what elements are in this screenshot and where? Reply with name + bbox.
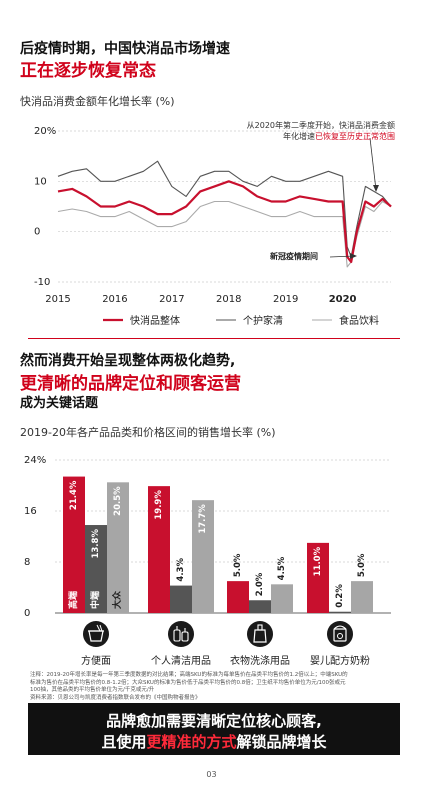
category-label: 婴儿配方奶粉 — [310, 654, 370, 667]
bar-value-label: 11.0% — [313, 546, 323, 576]
line-chart-series — [57, 160, 392, 268]
bar-tier-label: 中端 — [89, 591, 101, 609]
banner-line2: 且使用更精准的方式解锁品牌增长 — [28, 731, 400, 752]
line-series-快消品整体 — [57, 180, 392, 263]
bar-value-label: 5.0% — [357, 553, 367, 577]
section2-line1: 然而消费开始呈现整体两极化趋势, — [20, 353, 236, 369]
chart1-title: 快消品消费金额年化增长率 (%) — [20, 95, 175, 108]
legend-label: 快消品整体 — [130, 314, 180, 327]
line-chart-x-tick: 2019 — [273, 294, 298, 305]
bar-tier-label: 大众 — [111, 590, 123, 609]
page-number: 03 — [206, 770, 217, 779]
line-chart-x-tick: 2015 — [45, 294, 70, 305]
line-chart: 20% 10 0 -10 2015 2016 2017 2018 2019 2020 快消品整体… — [34, 126, 392, 327]
bar-衣物洗涤用品-中端 — [249, 600, 271, 613]
annotation-arrowhead-low — [350, 253, 357, 259]
annotation-top-line1: 从2020年第二季度开始，快消品消费金额 — [246, 121, 395, 130]
bar-chart-y-tick: 24% — [24, 455, 46, 466]
footnote: 注释：2019-20年增长率是每一年第三季度数据的对比结果；高端SKU的标准为每… — [30, 672, 402, 702]
banner-line1: 品牌愈加需要清晰定位核心顾客, — [106, 712, 322, 730]
personal-care-bottles-icon — [168, 621, 194, 647]
annotation-arrow-top — [369, 137, 377, 191]
conclusion-banner: 品牌愈加需要清晰定位核心顾客, 且使用更精准的方式解锁品牌增长 — [28, 703, 400, 755]
line-chart-x-tick: 2017 — [159, 294, 184, 305]
section2-line2: 更清晰的品牌定位和顾客运营 — [20, 374, 241, 394]
bar-方便面-大众 — [107, 482, 129, 613]
bar-chart-y-ticks: 24% 16 8 0 — [24, 455, 46, 619]
line-chart-y-tick: -10 — [34, 277, 50, 288]
line-chart-y-tick: 0 — [34, 227, 40, 238]
bar-chart-icons — [83, 621, 353, 647]
legend-label: 食品饮料 — [339, 314, 379, 327]
bar-chart-y-tick: 16 — [24, 506, 37, 517]
line-chart-x-tick: 2016 — [102, 294, 127, 305]
line-chart-x-tick: 2018 — [216, 294, 241, 305]
legend-label: 个护家清 — [243, 314, 283, 327]
bar-value-label: 13.8% — [91, 529, 101, 559]
line-chart-x-ticks: 2015 2016 2017 2018 2019 2020 — [45, 294, 356, 305]
bar-个人清洁用品-高端 — [148, 486, 170, 613]
banner-line2-a: 且使用 — [101, 733, 147, 751]
bar-婴儿配方奶粉-高端 — [307, 542, 329, 613]
headline-line2: 正在逐步恢复常态 — [20, 61, 156, 81]
bar-value-label: 4.3% — [176, 558, 186, 582]
bar-个人清洁用品-大众 — [192, 500, 214, 613]
banner-line2-highlight: 更精准的方式 — [146, 733, 237, 751]
bar-chart-category-labels: 方便面 个人清洁用品 衣物洗涤用品 婴儿配方奶粉 — [81, 654, 370, 667]
category-label: 衣物洗涤用品 — [230, 654, 290, 667]
bar-chart-y-tick: 0 — [24, 608, 30, 619]
detergent-bottle-icon — [247, 621, 273, 647]
bar-chart: 24% 16 8 0 21.4% 高端 13.8% 中端 20.5% 大众 19.9% 4.3% 17… — [24, 455, 391, 667]
bar-value-label: 21.4% — [69, 480, 79, 510]
annotation-top-line2-pre: 年化增速 — [283, 132, 315, 141]
bar-value-label: 4.5% — [277, 556, 287, 580]
category-label: 方便面 — [81, 654, 111, 667]
bar-value-label: 2.0% — [255, 572, 265, 596]
chart2-title: 2019-20年各产品品类和价格区间的销售增长率 (%) — [20, 426, 276, 439]
footnote-line1: 注释：2019-20年增长率是每一年第三季度数据的对比结果；高端SKU的标准为每… — [30, 672, 348, 678]
bar-个人清洁用品-中端 — [170, 585, 192, 613]
headline-line1: 后疫情时期，中国快消品市场增速 — [20, 41, 230, 57]
bar-value-label: 17.7% — [198, 504, 208, 534]
line-chart-legend: 快消品整体 个护家清 食品饮料 — [103, 314, 379, 327]
baby-formula-can-icon — [327, 621, 353, 647]
line-chart-x-tick: 2020 — [329, 294, 357, 305]
section2-line3: 成为关键话题 — [20, 396, 99, 411]
annotation-top-line2-highlight: 已恢复至历史正常范围 — [315, 132, 395, 141]
annotation-arrowhead-top — [373, 185, 379, 192]
footnote-line3: 100抽，其他品类的平均售价单位为元/千克或元/升 — [30, 687, 155, 693]
category-label: 个人清洁用品 — [151, 654, 211, 667]
bar-衣物洗涤用品-大众 — [271, 584, 293, 613]
bar-婴儿配方奶粉-大众 — [351, 581, 373, 613]
line-chart-y-tick: 20% — [34, 126, 56, 137]
bar-tier-label: 高端 — [67, 591, 79, 609]
banner-line2-b: 解锁品牌增长 — [236, 733, 327, 751]
bar-chart-bars: 21.4% 高端 13.8% 中端 20.5% 大众 19.9% 4.3% 17.7% 5.0% 2… — [63, 476, 373, 613]
annotation-top: 从2020年第二季度开始，快消品消费金额 年化增速已恢复至历史正常范围 — [205, 120, 395, 142]
bar-chart-y-tick: 8 — [24, 557, 30, 568]
bar-方便面-中端 — [85, 525, 107, 613]
bar-value-label: 19.9% — [154, 490, 164, 520]
bar-衣物洗涤用品-高端 — [227, 581, 249, 613]
section-divider — [28, 338, 400, 339]
footnote-source: 资料来源：贝恩公司与凯度消费者指数联合发布的《中国购物者报告》 — [30, 694, 201, 701]
bar-value-label: 20.5% — [113, 486, 123, 516]
bar-方便面-高端 — [63, 476, 85, 613]
line-chart-y-tick: 10 — [34, 176, 47, 187]
bar-value-label: 5.0% — [233, 553, 243, 577]
bar-value-label: 0.2% — [335, 584, 345, 608]
footnote-line2: 标准为售价在品类平均售价的0.8-1.2倍；大众SKU的标准为售价低于品类平均售… — [30, 679, 346, 686]
line-chart-y-ticks: 20% 10 0 -10 — [34, 126, 56, 288]
annotation-low: 新冠疫情期间 — [270, 252, 318, 261]
bar-婴儿配方奶粉-中端 — [329, 611, 351, 613]
line-chart-grid — [58, 130, 391, 283]
noodle-cup-icon — [83, 621, 109, 647]
